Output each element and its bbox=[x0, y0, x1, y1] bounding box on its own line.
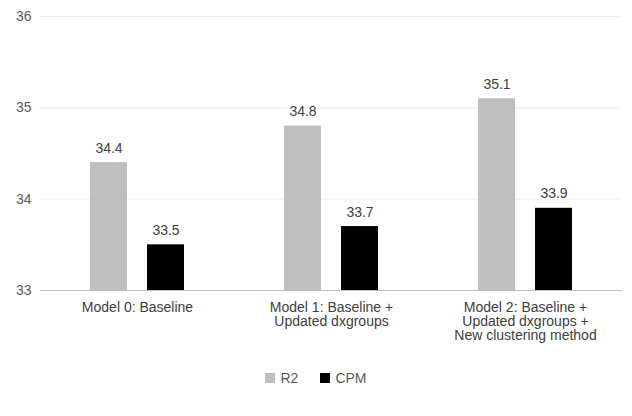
svg-text:35.1: 35.1 bbox=[483, 76, 510, 92]
svg-text:Model 2: Baseline +Updated dxg: Model 2: Baseline +Updated dxgroups +New… bbox=[454, 299, 596, 343]
html-text:CPM: CPM bbox=[335, 370, 367, 386]
svg-text:33.9: 33.9 bbox=[540, 185, 567, 201]
svg-text:34: 34 bbox=[16, 191, 32, 207]
svg-text:34.4: 34.4 bbox=[95, 140, 122, 156]
svg-text:36: 36 bbox=[16, 8, 32, 24]
svg-text:35: 35 bbox=[16, 99, 32, 115]
svg-text:Model 0: Baseline: Model 0: Baseline bbox=[82, 299, 194, 315]
svg-text:Model 1: Baseline +Updated dxg: Model 1: Baseline +Updated dxgroups bbox=[270, 299, 393, 329]
svg-text:33.7: 33.7 bbox=[346, 204, 373, 220]
svg-text:33: 33 bbox=[16, 282, 32, 298]
svg-text:33.5: 33.5 bbox=[152, 222, 179, 238]
svg-text:34.8: 34.8 bbox=[289, 103, 316, 119]
html-text:R2: R2 bbox=[280, 370, 299, 386]
